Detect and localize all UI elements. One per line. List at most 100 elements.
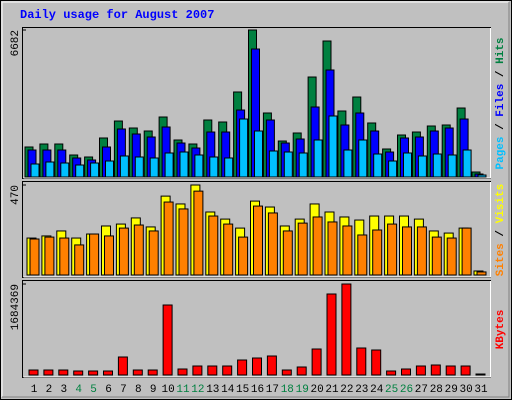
legend-entry: KBytes [495,310,507,350]
bar [132,369,143,376]
bar [254,130,263,178]
bar [327,221,338,276]
bar [311,348,322,376]
x-tick-label: 2 [46,384,53,396]
bar [431,236,442,276]
x-tick-label: 21 [325,384,339,396]
y-tick-label: 6682 [10,30,22,56]
bar [297,222,308,276]
bar [224,157,234,178]
bar [104,235,114,276]
bar [193,190,204,276]
bar [118,227,129,276]
bar [432,153,442,178]
bar [298,152,308,178]
legend-separator: / [495,64,507,84]
bar [328,115,338,178]
x-tick-label: 31 [474,384,488,396]
x-tick-label: 27 [415,384,428,396]
bar [462,149,472,178]
bar [281,369,292,376]
plot-bevel [23,281,491,378]
bar [430,364,441,376]
bar [163,201,174,276]
bar [177,368,188,376]
bar [356,347,367,376]
bar [237,359,248,376]
bar [415,365,426,376]
x-tick-label: 5 [90,384,97,396]
bar [343,149,353,178]
bar [209,156,219,178]
x-tick-label: 14 [221,384,235,396]
bar [476,271,487,276]
bar [149,157,159,178]
bar [386,370,397,376]
bar [238,236,249,276]
bar [402,226,412,276]
bar [45,161,55,178]
bar [372,229,383,276]
bar [416,226,427,276]
x-tick-label: 1 [31,384,38,396]
bar [43,369,54,376]
x-tick-label: 7 [120,384,127,396]
x-tick-label: 16 [251,384,264,396]
legend-separator: / [495,223,507,243]
bar [164,152,174,178]
x-tick-label: 22 [340,384,353,396]
bar [29,238,40,276]
bar [74,244,85,276]
bar [30,163,40,178]
bar [117,356,128,376]
bar [88,370,99,376]
bar [373,153,383,178]
x-tick-label: 30 [459,384,472,396]
bar [59,237,70,276]
y-tick-label: 470 [10,185,22,205]
bar [475,373,486,376]
bar [58,369,69,376]
legend-entry: Pages [495,137,507,170]
x-tick-label: 28 [430,384,443,396]
bar [313,139,323,178]
x-tick-label: 18 [281,384,294,396]
bar [446,237,457,276]
bar [267,212,278,276]
bar [192,365,203,376]
bar [326,293,337,376]
bar [445,365,456,376]
bar [148,230,159,276]
bar [179,151,189,178]
bar [357,234,368,276]
plot-bevel [23,182,491,278]
x-tick-label: 9 [150,384,157,396]
x-tick-label: 11 [176,384,190,396]
bar [403,152,412,178]
bar [388,160,398,178]
x-tick-label: 3 [60,384,67,396]
x-tick-label: 23 [355,384,368,396]
bar [73,370,84,376]
legend: Pages / Files / Hits [495,37,507,169]
bar [417,155,427,178]
bar [296,366,307,376]
x-tick-label: 10 [161,384,174,396]
bar [207,365,218,376]
legend: Sites / Visits [495,184,507,276]
bar [103,370,113,376]
bar [447,154,457,178]
x-tick-label: 20 [310,384,323,396]
bar [178,208,189,276]
bar [28,369,39,376]
x-tick-label: 15 [236,384,249,396]
bar [222,365,233,376]
bar [252,357,262,376]
x-tick-label: 12 [191,384,204,396]
y-tick-label: 1684369 [10,284,22,330]
bar [89,233,100,276]
bar [477,174,487,178]
